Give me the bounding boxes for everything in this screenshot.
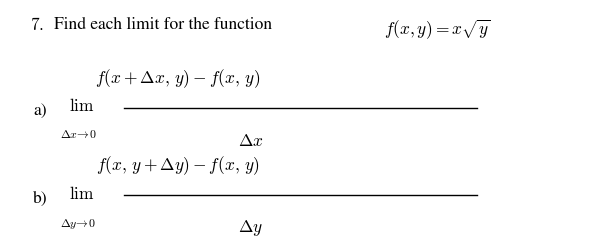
Text: $\lim$: $\lim$ [69, 185, 95, 203]
Text: $\Delta x\!\rightarrow\!0$: $\Delta x\!\rightarrow\!0$ [60, 128, 97, 141]
Text: a): a) [33, 103, 47, 119]
Text: $\Delta y\!\rightarrow\!0$: $\Delta y\!\rightarrow\!0$ [60, 217, 96, 231]
Text: b): b) [33, 191, 48, 207]
Text: $f(x,\, y+\Delta y)-f(x,\, y)$: $f(x,\, y+\Delta y)-f(x,\, y)$ [96, 154, 260, 177]
Text: Find each limit for the function: Find each limit for the function [54, 17, 272, 33]
Text: $\lim$: $\lim$ [69, 97, 95, 115]
Text: $f(x+\Delta x,\, y)-f(x,\, y)$: $f(x+\Delta x,\, y)-f(x,\, y)$ [95, 67, 261, 90]
Text: $\mathbf{7.}$: $\mathbf{7.}$ [30, 17, 44, 34]
Text: $\Delta x$: $\Delta x$ [238, 132, 263, 150]
Text: $f(x, y) = x\sqrt{y}$: $f(x, y) = x\sqrt{y}$ [384, 17, 490, 41]
Text: $\Delta y$: $\Delta y$ [238, 218, 263, 238]
